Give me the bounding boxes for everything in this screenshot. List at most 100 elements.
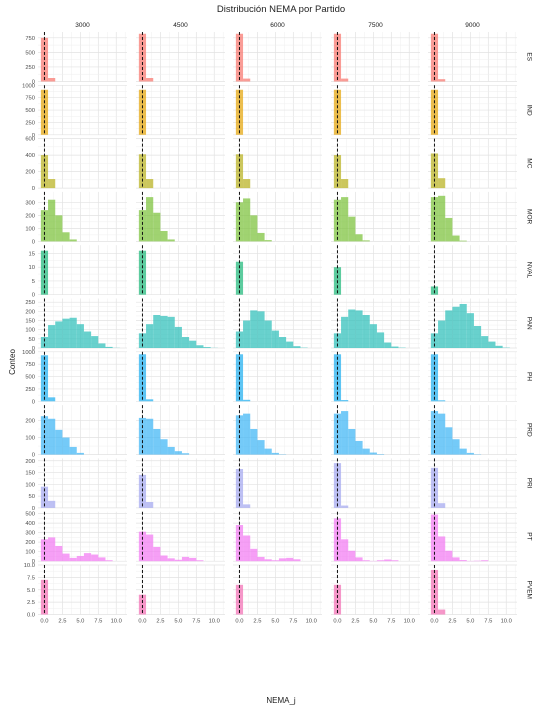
histogram-bar: [174, 451, 182, 455]
histogram-bar: [55, 215, 63, 242]
histogram-bar: [438, 609, 446, 615]
histogram-bar: [459, 560, 467, 562]
panel-background: [428, 245, 517, 295]
x-axis-label: NEMA_j: [266, 696, 296, 705]
facet-panel: [136, 191, 225, 242]
histogram-bar: [69, 239, 77, 242]
histogram-bar: [264, 448, 272, 455]
facet-panel: [233, 458, 322, 509]
histogram-bar: [69, 557, 77, 562]
histogram-bar: [76, 324, 84, 348]
y-tick-label: 0: [32, 186, 35, 192]
facet-panel: [428, 191, 517, 242]
histogram-bar: [391, 346, 399, 348]
histogram-bar: [257, 232, 265, 242]
x-tick-label: 0.0: [138, 619, 146, 625]
panel-background: [428, 32, 517, 82]
histogram-bar: [243, 413, 251, 455]
facet-panel: [233, 405, 322, 455]
facet-panel: [331, 32, 420, 82]
x-tick-label: 5.0: [466, 619, 474, 625]
x-tick-label: 2.5: [58, 619, 66, 625]
histogram-bar: [138, 531, 147, 562]
facet-panel: [428, 32, 517, 82]
facet-panel: [331, 511, 420, 562]
column-strip-label: 7500: [368, 22, 383, 29]
histogram-bar: [181, 337, 190, 348]
histogram-bar: [105, 560, 113, 562]
histogram-bar: [278, 337, 287, 348]
histogram-bar: [243, 320, 251, 348]
histogram-bar: [452, 557, 460, 562]
histogram-bar: [181, 556, 190, 562]
histogram-bar: [189, 557, 197, 562]
histogram-bar: [146, 399, 154, 402]
facet-panel: [233, 351, 322, 402]
y-tick-label: 750: [25, 362, 35, 368]
x-tick-label: 5.0: [174, 619, 182, 625]
histogram-bar: [333, 413, 342, 455]
facet-panel: [428, 138, 517, 189]
histogram-bar: [438, 413, 446, 455]
histogram-bar: [473, 326, 482, 348]
histogram-bar: [146, 534, 154, 562]
facet-panel: [233, 511, 322, 562]
column-strip-label: 4500: [173, 22, 188, 29]
histogram-bar: [271, 452, 279, 455]
column-strip-label: 9000: [465, 22, 480, 29]
histogram-bar: [355, 310, 363, 348]
x-tick-label: 10.0: [404, 619, 415, 625]
histogram-bar: [430, 467, 439, 508]
histogram-bar: [138, 210, 147, 242]
panel-background: [136, 245, 225, 295]
histogram-bar: [167, 446, 175, 455]
histogram-bar: [40, 337, 49, 348]
histogram-bar: [69, 446, 77, 455]
histogram-bar: [160, 555, 168, 562]
facet-panel: [136, 564, 225, 615]
facet-panel: [38, 458, 127, 509]
panel-background: [38, 458, 127, 508]
histogram-bar: [48, 179, 56, 189]
histogram-bar: [250, 428, 258, 455]
panel-background: [38, 245, 127, 295]
histogram-bar: [98, 557, 106, 562]
facet-panel: [136, 458, 225, 509]
y-tick-label: 250: [25, 65, 35, 71]
panel-background: [331, 32, 420, 82]
histogram-bar: [48, 500, 56, 508]
histogram-bar: [264, 559, 272, 562]
y-tick-label: 100: [25, 226, 35, 232]
facet-panel: [428, 245, 517, 296]
facet-panel: [38, 351, 127, 402]
histogram-bar: [153, 212, 161, 242]
histogram-bar: [264, 320, 272, 348]
row-strip-label: PVEM: [525, 581, 532, 599]
histogram-bar: [341, 78, 349, 82]
histogram-bar: [362, 315, 370, 348]
panel-background: [136, 32, 225, 82]
histogram-bar: [48, 78, 56, 82]
histogram-bar: [348, 216, 356, 242]
facet-panel: [38, 138, 127, 189]
x-tick-label: 10.0: [306, 619, 317, 625]
histogram-bar: [91, 336, 99, 348]
histogram-bar: [341, 179, 349, 189]
facet-panel: [331, 245, 420, 296]
y-tick-label: 7.5: [27, 575, 35, 581]
histogram-bar: [243, 504, 251, 508]
histogram-bar: [62, 553, 70, 562]
column-strip-label: 6000: [270, 22, 285, 29]
facet-panel: [136, 405, 225, 455]
facet-panel: [136, 138, 225, 189]
histogram-bar: [76, 452, 84, 455]
histogram-bar: [293, 346, 301, 348]
facet-panel: [136, 245, 225, 296]
y-tick-label: 750: [25, 36, 35, 42]
panel-background: [233, 245, 322, 295]
histogram-bar: [341, 316, 349, 348]
x-tick-label: 7.5: [94, 619, 102, 625]
y-axis-label: Conteo: [8, 349, 17, 375]
